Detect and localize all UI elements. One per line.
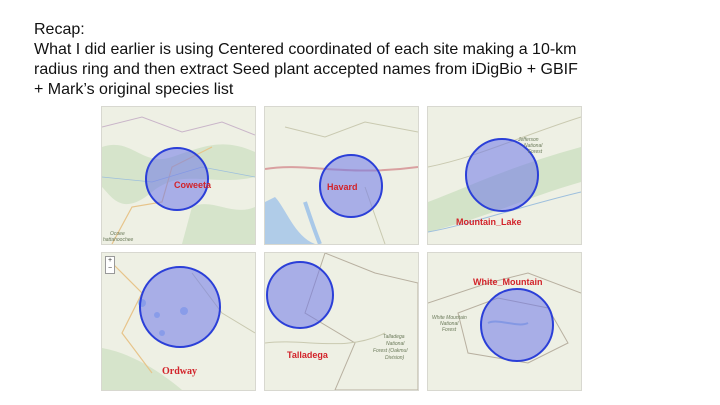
map-coweeta-extra-2: Ocoee bbox=[110, 231, 125, 237]
map-ordway: + − Ordway bbox=[101, 252, 256, 391]
map-talladega-extra-1: Talladega bbox=[383, 334, 405, 340]
map-talladega-graphic bbox=[265, 253, 418, 390]
map-talladega: Talladega Talladega National Forest (Oak… bbox=[264, 252, 419, 391]
map-white-mountain: White_Mountain White Mountain National F… bbox=[427, 252, 582, 391]
map-mountain-lake-extra-1: Jefferson bbox=[518, 137, 539, 143]
zoom-in-button[interactable]: + bbox=[107, 257, 113, 264]
body-line-2: radius ring and then extract Seed plant … bbox=[34, 61, 578, 78]
body-line-1: What I did earlier is using Centered coo… bbox=[34, 41, 577, 58]
slide-body: What I did earlier is using Centered coo… bbox=[34, 40, 654, 100]
map-ordway-label: Ordway bbox=[162, 366, 197, 377]
map-mountain-lake-label: Mountain_Lake bbox=[456, 217, 522, 227]
map-white-mountain-graphic bbox=[428, 253, 581, 390]
map-mountain-lake-extra-3: Forest bbox=[528, 149, 543, 155]
map-coweeta-label: Coweeta bbox=[174, 180, 212, 190]
body-line-3: + Mark’s original species list bbox=[34, 81, 234, 98]
slide-title: Recap: bbox=[34, 21, 85, 38]
map-talladega-extra-3: Forest (Oakmul bbox=[373, 348, 408, 354]
map-zoom-control: + − bbox=[105, 256, 115, 274]
map-coweeta-extra-1: hattahoochee bbox=[103, 237, 134, 243]
map-mountain-lake: Mountain_Lake Jefferson National Forest bbox=[427, 106, 582, 245]
map-havard-graphic bbox=[265, 107, 418, 244]
map-talladega-extra-4: Division) bbox=[385, 355, 405, 361]
map-havard: Havard bbox=[264, 106, 419, 245]
map-coweeta-graphic bbox=[102, 107, 255, 244]
map-white-mountain-extra-1: White Mountain bbox=[432, 315, 467, 321]
map-white-mountain-extra-3: Forest bbox=[442, 327, 457, 333]
zoom-out-button[interactable]: − bbox=[107, 265, 113, 272]
map-mountain-lake-extra-2: National bbox=[524, 143, 543, 149]
map-talladega-label: Talladega bbox=[287, 350, 328, 360]
map-mountain-lake-graphic bbox=[428, 107, 581, 244]
map-white-mountain-label: White_Mountain bbox=[473, 277, 543, 287]
map-ordway-graphic bbox=[102, 253, 255, 390]
map-havard-label: Havard bbox=[327, 182, 358, 192]
map-white-mountain-extra-2: National bbox=[440, 321, 459, 327]
map-talladega-extra-2: National bbox=[386, 341, 405, 347]
map-coweeta: Coweeta hattahoochee Ocoee bbox=[101, 106, 256, 245]
